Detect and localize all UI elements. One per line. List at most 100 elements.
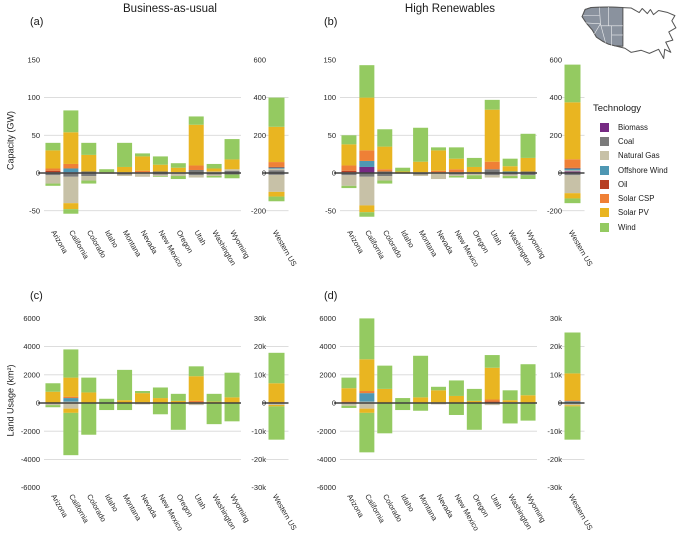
panel-b-Washington-solar_pv-segment	[502, 166, 518, 172]
panel-a-Montana-coal-segment	[117, 173, 133, 175]
panel-c-western-us-natural_gas-segment	[268, 403, 285, 405]
legend-item-solar_pv: Solar PV	[593, 206, 668, 220]
panel-a-Colorado-solar_pv-segment	[81, 154, 97, 172]
panel-a-Oregon-natural_gas-segment	[170, 173, 186, 177]
panel-c-Utah-natural_gas-segment	[188, 403, 204, 406]
us-map-inset	[581, 6, 677, 59]
panel-d-Oregon-wind-segment	[466, 403, 482, 430]
panel-c-Wyoming-wind-segment	[224, 372, 240, 398]
panel-b-western-us-offshore_wind-segment	[564, 168, 581, 171]
legend-label: Natural Gas	[618, 151, 660, 161]
y-tick-label: 200	[549, 131, 562, 140]
panel-a-western-us-coal-segment	[268, 170, 285, 173]
panel-d-Nevada-wind-segment	[431, 386, 446, 391]
y-tick-label: 400	[549, 93, 562, 102]
x-axis-label-western-us: Western US	[567, 229, 595, 268]
panel-b-Colorado-coal-segment	[377, 173, 393, 177]
technology-legend: Technology Biomass Coal Natural Gas Offshor…	[593, 103, 668, 234]
panel-d-New Mexico-wind-segment	[448, 403, 464, 415]
panel-a-Arizona-wind-segment	[45, 142, 61, 151]
y-tick-label: 150	[27, 56, 40, 65]
y-tick-label: 0	[332, 399, 336, 408]
panel-b-western-us-oil-segment	[564, 167, 581, 169]
panel-a-western-us-coal-segment	[268, 173, 285, 175]
panel-d-California-wind-segment	[359, 412, 375, 453]
panel-b-western-us-solar_pv-segment	[564, 193, 581, 199]
panel-d-western-us-offshore_wind-segment	[564, 401, 581, 403]
y-tick-label: 30k	[550, 314, 562, 323]
panel-b-Arizona-solar_pv-segment	[341, 144, 357, 166]
panel-a-Washington-wind-segment	[206, 163, 222, 169]
panel-c-Idaho-wind-segment	[99, 398, 115, 403]
panel-d-Idaho-wind-segment	[395, 398, 411, 403]
panel-a-western-us-solar_pv-segment	[268, 191, 285, 197]
panel-d-Arizona-wind-segment	[341, 377, 357, 389]
panel-a-New Mexico-coal-segment	[152, 171, 168, 173]
column-title-business-as-usual: Business-as-usual	[123, 3, 217, 15]
panel-b-western-us-natural_gas-segment	[564, 175, 581, 194]
panel-a-Washington-solar_pv-segment	[206, 168, 222, 172]
panel-b-Montana-wind-segment	[413, 127, 429, 162]
panel-c-Colorado-wind-segment	[81, 377, 97, 393]
panel-d-Colorado-wind-segment	[377, 403, 393, 434]
panel-c-Oregon-wind-segment	[170, 393, 186, 401]
panel-d-western-us-wind-segment	[564, 332, 581, 374]
panel-b-Washington-offshore_wind-segment	[502, 171, 518, 173]
panel-d-California-solar_csp-segment	[359, 391, 375, 394]
panel-b-western-us-solar_csp-segment	[564, 159, 581, 168]
legend-label: Solar CSP	[618, 194, 655, 204]
panel-d-California-solar_pv-segment	[359, 408, 375, 413]
panel-b-California-solar_pv-segment	[359, 205, 375, 213]
x-axis-label-state: Idaho	[103, 229, 120, 250]
panel-d-Montana-wind-segment	[413, 403, 429, 411]
panel-b-Idaho-solar_pv-segment	[395, 171, 411, 173]
y-tick-label: 2000	[319, 370, 336, 379]
panel-b-western-us-biomass-segment	[564, 171, 581, 173]
panel-d-western-us-solar_csp-segment	[564, 400, 581, 402]
panel-b-Nevada-natural_gas-segment	[431, 173, 446, 180]
legend-label: Solar PV	[618, 208, 649, 218]
panel-b-Washington-wind-segment	[502, 176, 518, 179]
panel-a-Oregon-solar_pv-segment	[170, 167, 186, 173]
panel-a-Montana-natural_gas-segment	[117, 174, 133, 177]
panel-d-western-us-solar_pv-segment	[564, 405, 581, 407]
y-tick-label: 30k	[254, 314, 266, 323]
y-tick-label: -4000	[317, 455, 336, 464]
panel-a-Wyoming-solar_pv-segment	[224, 159, 240, 170]
panel-a-Arizona-natural_gas-segment	[45, 175, 61, 184]
panel-b-Wyoming-coal-segment	[520, 173, 536, 176]
y-tick-label: 0	[36, 169, 40, 178]
panel-a-Arizona-coal-segment	[45, 173, 61, 176]
panel-b-Colorado-coal-segment	[377, 171, 393, 173]
panel-d-Arizona-wind-segment	[341, 405, 357, 408]
panel-a-Utah-solar_pv-segment	[188, 124, 204, 166]
y-tick-label: -20k	[547, 455, 562, 464]
panel-a-New Mexico-wind-segment	[152, 156, 168, 165]
panel-c-Nevada-solar_pv-segment	[135, 393, 150, 403]
panel-a-Oregon-wind-segment	[170, 163, 186, 168]
panel-a-Colorado-wind-segment	[81, 142, 97, 155]
y-tick-label: 0	[332, 169, 336, 178]
y-axis-label-capacity: Capacity (GW)	[5, 111, 16, 171]
y-tick-label: 10k	[550, 370, 562, 379]
panel-letter-b: (b)	[324, 16, 338, 28]
panel-d-Colorado-solar_pv-segment	[377, 388, 393, 403]
y-tick-label: 0	[262, 399, 266, 408]
panel-b-Oregon-wind-segment	[466, 157, 482, 167]
panel-b-Oregon-natural_gas-segment	[466, 173, 482, 176]
panel-c-Oregon-wind-segment	[170, 403, 186, 430]
panel-c-Utah-wind-segment	[188, 366, 204, 377]
panel-c-Montana-wind-segment	[117, 369, 133, 401]
panel-a-Arizona-oil-segment	[45, 170, 61, 173]
panel-a-western-us-solar_pv-segment	[268, 126, 285, 163]
panel-c-California-solar_pv-segment	[63, 408, 79, 413]
panel-a-Washington-natural_gas-segment	[206, 171, 222, 173]
y-tick-label: -10k	[547, 427, 562, 436]
y-tick-label: -200	[251, 206, 266, 215]
panel-d-New Mexico-wind-segment	[448, 380, 464, 396]
panel-a-Arizona-solar_pv-segment	[45, 150, 61, 169]
panel-c-western-us-wind-segment	[268, 406, 285, 440]
panel-b-California-solar_csp-segment	[359, 150, 375, 161]
panel-b-New Mexico-natural_gas-segment	[448, 174, 464, 177]
